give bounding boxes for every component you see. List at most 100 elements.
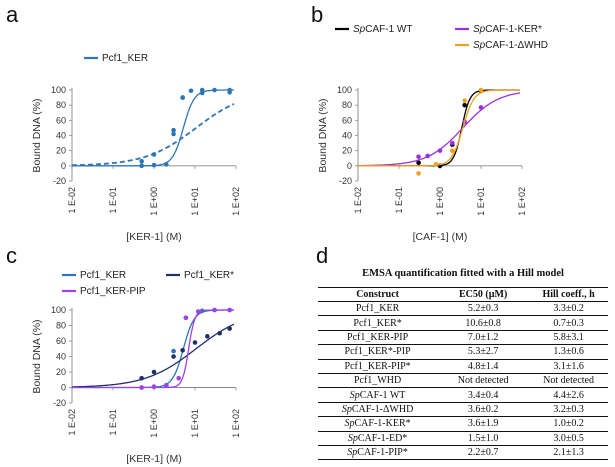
data-point [192, 340, 198, 345]
data-point [171, 127, 176, 133]
y-tick-label: 0 [61, 161, 66, 171]
cell-construct: Pcf1_KER [318, 301, 438, 317]
cell-ec50: Not detected [437, 373, 530, 389]
y-tick-label: 80 [56, 321, 66, 331]
y-tick-label: 0 [61, 383, 66, 393]
data-point [433, 162, 439, 167]
legend-label: Pcf1_KER* [184, 270, 234, 281]
data-point [139, 375, 144, 381]
y-axis-title: Bound DNA (%) [31, 319, 43, 393]
x-tick-label: 1 E+02 [517, 187, 527, 216]
cell-hill: 1.0±0.2 [529, 416, 608, 432]
y-tick-label: 20 [342, 146, 352, 156]
header-hill: Hill coeff., h [529, 287, 608, 302]
x-tick-label: 1 E-01 [108, 409, 118, 436]
legend-label: Pcf1_KER [102, 53, 148, 64]
cell-hill: 3.2±0.3 [529, 402, 608, 418]
cell-ec50: 4.8±1.4 [437, 359, 530, 374]
cell-ec50: 10.6±0.8 [437, 315, 530, 331]
cell-ec50: 5.3±2.7 [437, 344, 530, 360]
data-point [151, 369, 157, 375]
y-tick-label: 100 [51, 305, 66, 315]
cell-construct: SpCAF-1-KER* [318, 416, 438, 432]
table-body: Pcf1_KER 5.2±0.3 3.3±0.2 Pcf1_KER* 10.6±0.8 0… [318, 301, 608, 461]
x-tick-label: 1 E+02 [231, 187, 241, 216]
data-point [171, 354, 176, 359]
data-point [227, 307, 232, 313]
fit-curve [72, 323, 235, 388]
data-point [450, 148, 455, 153]
data-point [164, 162, 169, 167]
cell-hill: Not detected [529, 373, 608, 389]
y-tick-label: 40 [342, 131, 352, 141]
emsa-table-panel: EMSA quantification fitted with a Hill m… [318, 268, 608, 461]
data-point [227, 326, 232, 331]
y-tick-label: 60 [56, 115, 66, 125]
x-tick-label: 1 E-02 [67, 409, 77, 436]
cell-construct: SpCAF-1-PIP* [318, 445, 438, 461]
y-tick-label: 100 [51, 85, 66, 95]
data-point [139, 158, 144, 164]
data-point [478, 87, 484, 93]
cell-hill: 0.7±0.3 [529, 315, 608, 331]
data-point [171, 131, 176, 137]
table-row: Pcf1_KER*-PIP 5.3±2.7 1.3±0.6 [318, 344, 608, 360]
data-point [195, 309, 201, 314]
table-row: SpCAF-1-PIP* 2.2±0.7 2.1±1.3 [318, 445, 608, 461]
data-point [227, 89, 232, 95]
cell-ec50: 7.0±1.2 [437, 330, 530, 346]
x-tick-label: 1 E+00 [149, 187, 159, 216]
y-tick-label: 20 [56, 367, 66, 377]
y-tick-label: -20 [53, 398, 66, 408]
data-point [212, 307, 217, 313]
legend-label: SpCAF-1 WT [353, 24, 412, 35]
y-tick-label: 40 [56, 352, 66, 362]
x-tick-label: 1 E+02 [231, 409, 241, 438]
panel-letter-b: b [311, 2, 324, 27]
data-point [176, 375, 181, 381]
data-point [180, 348, 185, 353]
data-point [180, 95, 185, 100]
table-row: Pcf1_KER-PIP* 4.8±1.4 3.1±1.6 [318, 359, 608, 374]
cell-hill: 3.1±1.6 [529, 359, 608, 374]
cell-construct: Pcf1_KER* [318, 315, 438, 331]
panel-letter-c: c [6, 243, 17, 268]
data-point [183, 315, 189, 321]
y-axis-title: Bound DNA (%) [317, 98, 329, 172]
data-point [139, 385, 144, 390]
cell-hill: 2.1±1.3 [529, 445, 608, 461]
data-point [217, 330, 222, 336]
data-point [416, 171, 421, 176]
y-tick-label: 60 [342, 115, 352, 125]
x-tick-label: 1 E+01 [190, 187, 200, 216]
cell-hill: 5.8±3.1 [529, 330, 608, 346]
x-tick-label: 1 E-02 [353, 187, 363, 214]
panel-letter-d: d [316, 243, 329, 268]
y-tick-label: 100 [337, 85, 352, 95]
fit-curve [358, 89, 520, 167]
legend-label: Pcf1_KER [80, 270, 126, 281]
data-point [437, 148, 443, 153]
y-tick-label: 0 [347, 161, 352, 171]
header-construct: Construct [318, 287, 438, 302]
table-row: SpCAF-1 WT 3.4±0.4 4.4±2.6 [318, 387, 608, 403]
data-point [199, 90, 205, 96]
x-tick-label: 1 E-01 [108, 187, 118, 214]
x-tick-label: 1 E-02 [67, 187, 77, 214]
cell-ec50: 2.2±0.7 [437, 445, 530, 461]
x-tick-label: 1 E+00 [435, 187, 445, 216]
table-row: Pcf1_KER-PIP 7.0±1.2 5.8±3.1 [318, 330, 608, 346]
x-axis-title: [CAF-1] (M) [413, 231, 468, 243]
table-row: SpCAF-1-KER* 3.6±1.9 1.0±0.2 [318, 416, 608, 432]
fit-curve [358, 89, 520, 167]
y-tick-label: 60 [56, 336, 66, 346]
cell-hill: 1.3±0.6 [529, 344, 608, 360]
data-point [151, 384, 157, 390]
table-title: EMSA quantification fitted with a Hill m… [362, 268, 564, 279]
cell-construct: SpCAF-1-ΔWHD [318, 402, 438, 418]
legend-label: SpCAF-1-ΔWHD [473, 40, 548, 51]
data-point [139, 163, 144, 169]
cell-construct: SpCAF-1-ED* [318, 431, 438, 446]
y-tick-label: -20 [339, 176, 352, 186]
table-header-row: Construct EC50 (µM) Hill coeff., h [318, 287, 608, 302]
